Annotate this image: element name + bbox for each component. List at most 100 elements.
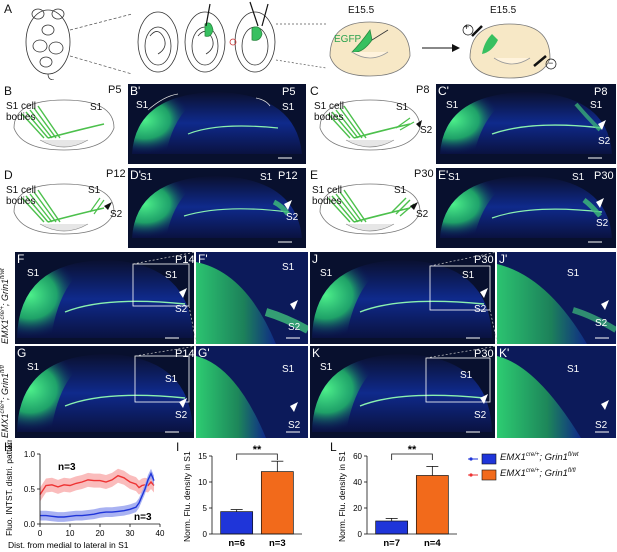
k-s2: S2 (474, 410, 487, 421)
h-ytick-label: 1.0 (24, 450, 36, 459)
legend-swatch-wt (468, 453, 497, 465)
bp-s1a: S1 (136, 100, 149, 111)
i-ytick-label: 15 (198, 452, 207, 461)
age-e155-1: E15.5 (348, 5, 375, 16)
i-sig-stars: ** (253, 444, 262, 456)
d-s2-label: S2 (110, 209, 123, 220)
d-cell-label: S1 cell (6, 185, 37, 196)
plus-sign: + (464, 22, 470, 32)
bp-s1b: S1 (282, 102, 295, 113)
legend-fl-sup1: cre/+ (525, 468, 540, 474)
h-annotation-wt: n=3 (134, 512, 152, 523)
i-ytick-label: 0 (203, 530, 208, 539)
h-line-0 (39, 474, 155, 495)
e-s1-label: S1 (394, 185, 407, 196)
c-age: P8 (416, 84, 430, 96)
h-ytick-label: 0.5 (24, 485, 36, 494)
h-annotation-fl: n=3 (58, 462, 76, 473)
legend-wt-gene: Grin1 (544, 452, 568, 464)
label-dp: D' (130, 168, 141, 182)
cp-s1a: S1 (446, 100, 459, 111)
pregnant-mouse-drawing (25, 8, 71, 80)
micrograph-jp: J' S1 S2 (497, 252, 616, 344)
l-sig-bracket (391, 453, 433, 460)
panel-a-schematic (25, 1, 557, 80)
d-s1-label: S1 (88, 185, 101, 196)
e-s2-label: S2 (416, 209, 429, 220)
label-fp: F' (198, 252, 208, 266)
dp-age: P12 (278, 170, 298, 182)
legend-fl-gene: Grin1 (544, 468, 568, 480)
l-ytick-label: 20 (353, 504, 362, 513)
i-ytick-label: 5 (203, 504, 208, 513)
label-j: J (312, 252, 318, 266)
i-ylabel: Norm. Flu. density in S1 (182, 451, 192, 542)
g-s1b: S1 (165, 374, 178, 385)
l-ylabel: Norm. Flu. density in S1 (337, 451, 347, 542)
dp-s1a: S1 (140, 172, 153, 183)
j-s2: S2 (474, 304, 487, 315)
label-g: G (17, 346, 27, 360)
g-s1a: S1 (27, 362, 40, 373)
l-bar-0 (375, 520, 409, 535)
legend-wt-sup2: fl/wt (567, 452, 579, 458)
micrograph-dp: D' P12 S1 S1 S2 (128, 168, 306, 248)
legend: EMX1cre/+; Grin1fl/wt EMX1cre/+; Grin1fl… (468, 452, 616, 484)
cp-age: P8 (594, 86, 608, 98)
gp-s1: S1 (282, 364, 295, 375)
legend-wt-sep: ; (539, 452, 545, 464)
micrograph-cp: C' P8 S1 S1 S2 (436, 84, 616, 164)
brain-section-egfp (329, 21, 411, 77)
c-s1-label: S1 (396, 102, 409, 113)
panel-label-c: C (310, 84, 319, 98)
j-s1b: S1 (462, 270, 475, 281)
b-age: P5 (108, 84, 122, 96)
panel-label-d: D (4, 168, 13, 182)
gp-s2: S2 (288, 420, 301, 431)
legend-fl-base: EMX1 (500, 468, 526, 480)
h-band-0 (40, 468, 154, 502)
f-age: P14 (175, 254, 194, 266)
f-s1a: S1 (27, 268, 40, 279)
legend-wt-sup1: cre/+ (525, 452, 540, 458)
jp-s1: S1 (567, 268, 580, 279)
k-s1a: S1 (320, 362, 333, 373)
h-band-1 (40, 468, 154, 522)
schematic-e (319, 183, 421, 235)
h-xtick-label: 30 (126, 529, 135, 538)
micrograph-g: G P14 S1 S1 S2 (15, 346, 194, 438)
l-ytick-label: 40 (353, 478, 362, 487)
dp-s2: S2 (286, 212, 299, 223)
chart-i: n=6 n=3 0 5 10 15 ** Norm. Flu. density in S1 (182, 444, 302, 549)
l-ytick-label: 60 (353, 452, 362, 461)
ep-s2: S2 (596, 218, 609, 229)
d-bodies-label: bodies (6, 196, 36, 207)
ep-s1b: S1 (572, 172, 585, 183)
panel-label-a: A (4, 2, 13, 16)
i-category-0: n=6 (228, 538, 245, 549)
label-gp: G' (198, 346, 210, 360)
f-s1b: S1 (165, 270, 178, 281)
e-cell-label: S1 cell (312, 185, 343, 196)
l-category-1: n=4 (424, 538, 441, 549)
legend-fl-sup2: fl/fl (567, 468, 576, 474)
micrograph-j: J P30 S1 S1 S2 (310, 252, 495, 344)
k-s1b: S1 (460, 370, 473, 381)
h-xtick-label: 10 (66, 529, 75, 538)
i-bar-0 (220, 511, 254, 535)
i-category-1: n=3 (269, 538, 286, 549)
kp-s2: S2 (595, 420, 608, 431)
micrograph-f: F P14 S1 S1 S2 (15, 252, 194, 344)
g-s2: S2 (175, 410, 188, 421)
micrograph-kp: K' S1 S2 (497, 346, 616, 438)
legend-item-wt: EMX1cre/+; Grin1fl/wt (468, 452, 616, 468)
c-cell-label: S1 cell (314, 101, 345, 112)
b-bodies-label: bodies (6, 112, 36, 123)
minus-sign: − (548, 58, 554, 68)
fp-s2: S2 (288, 322, 301, 333)
cp-s2: S2 (598, 136, 611, 147)
age-e155-2: E15.5 (490, 5, 517, 16)
chart-h: 0 10 20 30 40 0.0 0.5 1.0 n=3 n=3 Dist. from media… (4, 440, 165, 550)
h-xtick-label: 20 (96, 529, 105, 538)
fp-s1: S1 (282, 262, 295, 273)
